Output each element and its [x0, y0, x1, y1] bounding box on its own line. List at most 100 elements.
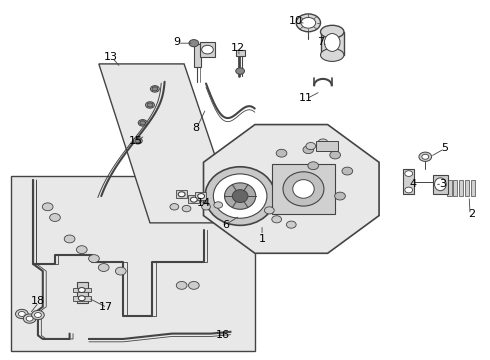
Ellipse shape	[116, 267, 126, 275]
Text: 12: 12	[231, 43, 245, 53]
Ellipse shape	[178, 192, 185, 197]
Bar	[470, 180, 475, 196]
Ellipse shape	[147, 103, 153, 107]
Ellipse shape	[26, 316, 33, 321]
Text: 2: 2	[468, 209, 475, 219]
Text: 6: 6	[222, 220, 229, 230]
Ellipse shape	[76, 246, 87, 253]
Bar	[272, 164, 335, 214]
Ellipse shape	[24, 314, 36, 323]
Bar	[196, 192, 206, 200]
Bar	[188, 195, 199, 203]
Bar	[433, 175, 448, 194]
Ellipse shape	[202, 45, 213, 54]
Ellipse shape	[283, 172, 324, 206]
Ellipse shape	[78, 296, 85, 301]
Ellipse shape	[232, 190, 248, 203]
Text: 13: 13	[104, 52, 118, 62]
Bar	[194, 44, 201, 67]
Ellipse shape	[150, 86, 159, 92]
Ellipse shape	[236, 68, 245, 74]
Ellipse shape	[405, 187, 413, 193]
Text: 18: 18	[31, 296, 45, 306]
Ellipse shape	[64, 235, 75, 243]
Ellipse shape	[89, 255, 99, 262]
Text: 14: 14	[196, 198, 211, 208]
Ellipse shape	[191, 197, 197, 202]
Ellipse shape	[435, 178, 446, 191]
Bar	[77, 282, 88, 302]
Bar	[74, 288, 91, 292]
Ellipse shape	[296, 14, 320, 32]
Ellipse shape	[31, 310, 44, 320]
Ellipse shape	[205, 167, 275, 225]
Text: 17: 17	[99, 302, 113, 312]
Ellipse shape	[308, 162, 319, 170]
Ellipse shape	[135, 139, 141, 143]
Ellipse shape	[176, 282, 187, 289]
Ellipse shape	[320, 25, 344, 38]
Ellipse shape	[422, 154, 429, 159]
Ellipse shape	[78, 288, 85, 293]
Ellipse shape	[224, 183, 256, 209]
Ellipse shape	[182, 205, 191, 212]
Ellipse shape	[293, 180, 314, 198]
Text: 1: 1	[259, 234, 266, 244]
Text: 7: 7	[317, 37, 324, 48]
Bar	[320, 32, 344, 55]
Bar	[200, 42, 215, 57]
Bar	[236, 50, 245, 56]
Ellipse shape	[272, 216, 282, 223]
Ellipse shape	[265, 207, 274, 214]
Ellipse shape	[330, 151, 341, 159]
Ellipse shape	[419, 152, 432, 161]
Text: 15: 15	[128, 136, 143, 146]
Bar	[459, 180, 463, 196]
Ellipse shape	[138, 120, 147, 126]
Ellipse shape	[189, 40, 199, 47]
Ellipse shape	[34, 312, 41, 318]
Text: 9: 9	[173, 37, 180, 48]
Text: 4: 4	[410, 179, 416, 189]
Ellipse shape	[189, 282, 199, 289]
Polygon shape	[203, 125, 379, 253]
Text: 10: 10	[289, 16, 303, 26]
Ellipse shape	[19, 311, 25, 316]
Ellipse shape	[152, 87, 158, 91]
Ellipse shape	[198, 194, 204, 199]
Bar	[447, 180, 452, 196]
Ellipse shape	[301, 18, 316, 28]
Ellipse shape	[287, 221, 296, 228]
Ellipse shape	[42, 203, 53, 211]
Ellipse shape	[202, 203, 210, 210]
Ellipse shape	[170, 203, 179, 210]
Ellipse shape	[140, 121, 146, 125]
Ellipse shape	[320, 49, 344, 62]
Ellipse shape	[342, 167, 353, 175]
Ellipse shape	[328, 144, 338, 152]
Text: 11: 11	[299, 93, 313, 103]
Ellipse shape	[405, 171, 413, 176]
Bar	[465, 180, 469, 196]
Ellipse shape	[213, 174, 267, 218]
Ellipse shape	[303, 146, 314, 154]
Text: 16: 16	[216, 330, 230, 341]
Bar	[453, 180, 458, 196]
Ellipse shape	[146, 102, 154, 108]
Ellipse shape	[318, 139, 328, 146]
Ellipse shape	[324, 33, 340, 51]
Bar	[11, 176, 255, 351]
Ellipse shape	[335, 192, 345, 200]
Ellipse shape	[16, 309, 28, 319]
Bar	[316, 141, 338, 152]
Text: 3: 3	[439, 179, 446, 189]
Ellipse shape	[306, 143, 316, 150]
Text: 5: 5	[441, 143, 448, 153]
Bar	[74, 296, 91, 301]
Ellipse shape	[49, 213, 60, 221]
Polygon shape	[99, 64, 238, 223]
Bar	[403, 169, 414, 194]
Ellipse shape	[98, 264, 109, 271]
Ellipse shape	[214, 202, 222, 208]
Text: 8: 8	[193, 123, 200, 133]
